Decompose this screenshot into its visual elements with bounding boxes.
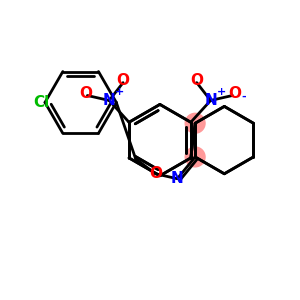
Circle shape [185,113,205,133]
Text: Cl: Cl [33,95,49,110]
Text: N: N [171,171,184,186]
Text: +: + [217,86,226,97]
Text: N: N [204,93,217,108]
Text: O: O [79,86,92,101]
Circle shape [185,147,205,167]
Text: O: O [117,73,130,88]
Text: +: + [115,86,124,97]
Text: N: N [103,93,116,108]
Text: -: - [241,92,246,101]
Text: O: O [190,73,203,88]
Text: O: O [149,166,162,181]
Text: O: O [228,86,241,101]
